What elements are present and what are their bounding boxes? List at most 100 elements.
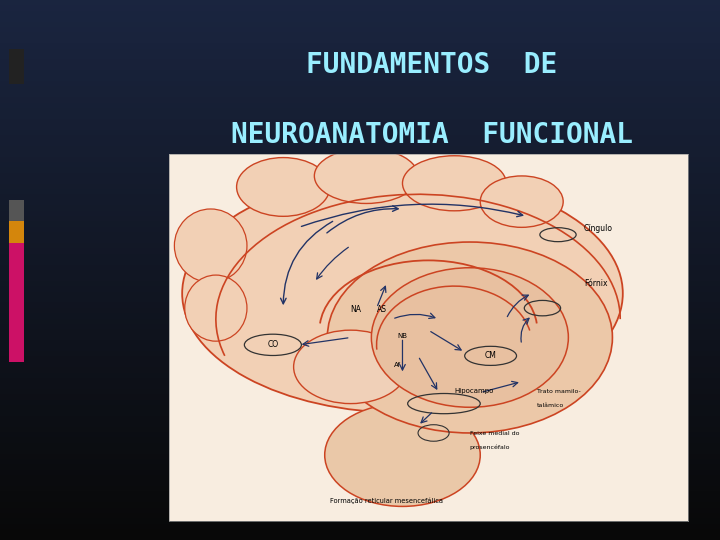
Bar — [0, 162, 720, 167]
Text: Hipocampo: Hipocampo — [454, 388, 494, 394]
Text: Formação reticular mesencefálica: Formação reticular mesencefálica — [330, 497, 444, 504]
Bar — [0, 54, 720, 59]
Ellipse shape — [325, 403, 480, 507]
Text: CM: CM — [485, 352, 497, 360]
Bar — [0, 243, 720, 248]
Bar — [0, 259, 720, 265]
Bar — [0, 421, 720, 427]
Bar — [0, 513, 720, 518]
Bar — [0, 491, 720, 497]
Bar — [0, 97, 720, 103]
Bar — [0, 324, 720, 329]
Text: AS: AS — [377, 305, 387, 314]
Bar — [0, 340, 720, 346]
Bar — [0, 189, 720, 194]
Bar — [9, 49, 24, 84]
Bar — [0, 22, 720, 27]
Text: talâmico: talâmico — [537, 403, 564, 408]
Bar — [0, 81, 720, 86]
Bar — [0, 400, 720, 405]
Bar — [0, 140, 720, 146]
Bar — [0, 524, 720, 529]
Bar — [0, 108, 720, 113]
Bar — [0, 43, 720, 49]
Bar — [0, 308, 720, 313]
Bar — [0, 389, 720, 394]
Bar — [0, 302, 720, 308]
Bar — [0, 5, 720, 11]
Bar — [9, 200, 24, 221]
Bar — [0, 0, 720, 5]
Bar — [0, 184, 720, 189]
Bar — [0, 216, 720, 221]
Bar — [0, 378, 720, 383]
Bar — [0, 470, 720, 475]
Ellipse shape — [315, 148, 418, 204]
Bar — [0, 459, 720, 464]
Bar — [0, 281, 720, 286]
Bar — [0, 335, 720, 340]
Bar — [0, 238, 720, 243]
Bar — [0, 275, 720, 281]
Bar — [0, 313, 720, 319]
Bar — [0, 16, 720, 22]
Bar — [0, 535, 720, 540]
Bar — [0, 319, 720, 324]
Bar — [0, 200, 720, 205]
Bar — [0, 205, 720, 211]
Bar — [0, 130, 720, 135]
Ellipse shape — [237, 158, 330, 217]
Bar — [0, 437, 720, 443]
Text: CO: CO — [267, 340, 279, 349]
Bar — [0, 383, 720, 389]
Bar — [0, 475, 720, 481]
Bar — [0, 297, 720, 302]
Bar — [0, 367, 720, 373]
Bar — [0, 157, 720, 162]
Bar — [0, 113, 720, 119]
Ellipse shape — [372, 268, 568, 407]
Bar — [0, 38, 720, 43]
Ellipse shape — [480, 176, 563, 227]
Ellipse shape — [182, 174, 623, 413]
Bar — [9, 243, 24, 362]
Bar — [0, 173, 720, 178]
Ellipse shape — [174, 209, 247, 282]
Text: Feixe medial do: Feixe medial do — [470, 431, 519, 436]
Bar — [0, 464, 720, 470]
Bar — [0, 11, 720, 16]
Ellipse shape — [402, 156, 506, 211]
Bar — [0, 454, 720, 459]
Bar — [0, 486, 720, 491]
Bar — [0, 32, 720, 38]
Bar — [0, 27, 720, 32]
Bar — [0, 270, 720, 275]
Bar — [0, 151, 720, 157]
Ellipse shape — [185, 275, 247, 341]
Bar — [0, 124, 720, 130]
Bar — [0, 211, 720, 216]
Bar — [0, 497, 720, 502]
Bar — [0, 103, 720, 108]
Bar — [0, 351, 720, 356]
Text: Af: Af — [394, 362, 401, 368]
Bar — [0, 76, 720, 81]
Bar — [0, 502, 720, 508]
Bar — [0, 518, 720, 524]
Bar — [0, 356, 720, 362]
Bar — [0, 135, 720, 140]
Bar — [0, 194, 720, 200]
Bar — [0, 529, 720, 535]
Bar — [0, 221, 720, 227]
Bar — [0, 508, 720, 513]
Ellipse shape — [294, 330, 408, 403]
Ellipse shape — [328, 242, 613, 433]
Text: NEUROANATOMIA  FUNCIONAL: NEUROANATOMIA FUNCIONAL — [231, 121, 633, 149]
Bar — [0, 292, 720, 297]
Bar — [0, 146, 720, 151]
Text: Cíngulo: Cíngulo — [584, 224, 613, 233]
Bar — [0, 286, 720, 292]
Bar — [0, 248, 720, 254]
Bar — [0, 373, 720, 378]
Bar — [0, 405, 720, 410]
